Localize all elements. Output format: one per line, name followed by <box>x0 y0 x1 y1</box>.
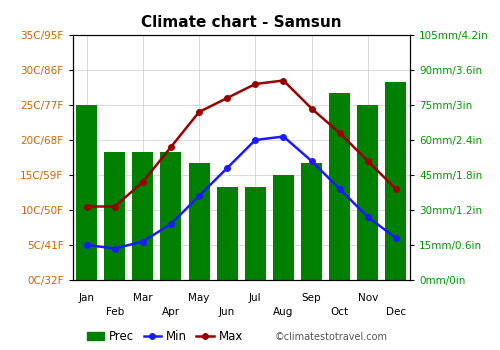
Text: Jan: Jan <box>78 293 94 303</box>
Legend: Prec, Min, Max: Prec, Min, Max <box>82 325 248 348</box>
Text: Sep: Sep <box>302 293 322 303</box>
Text: May: May <box>188 293 210 303</box>
Text: Jul: Jul <box>249 293 262 303</box>
Text: Aug: Aug <box>273 307 293 317</box>
Text: Mar: Mar <box>133 293 152 303</box>
Text: Nov: Nov <box>358 293 378 303</box>
Text: Jun: Jun <box>219 307 236 317</box>
Bar <box>216 187 238 280</box>
Bar <box>76 105 97 280</box>
Text: Feb: Feb <box>106 307 124 317</box>
Bar <box>104 152 125 280</box>
Title: Climate chart - Samsun: Climate chart - Samsun <box>141 15 342 30</box>
Bar <box>132 152 154 280</box>
Text: ©climatestotravel.com: ©climatestotravel.com <box>275 332 388 342</box>
Text: Dec: Dec <box>386 307 406 317</box>
Bar <box>160 152 182 280</box>
Bar <box>358 105 378 280</box>
Bar <box>301 163 322 280</box>
Text: Oct: Oct <box>330 307 349 317</box>
Bar <box>188 163 210 280</box>
Bar <box>273 175 294 280</box>
Text: Apr: Apr <box>162 307 180 317</box>
Bar <box>329 93 350 280</box>
Bar <box>245 187 266 280</box>
Bar <box>386 82 406 280</box>
